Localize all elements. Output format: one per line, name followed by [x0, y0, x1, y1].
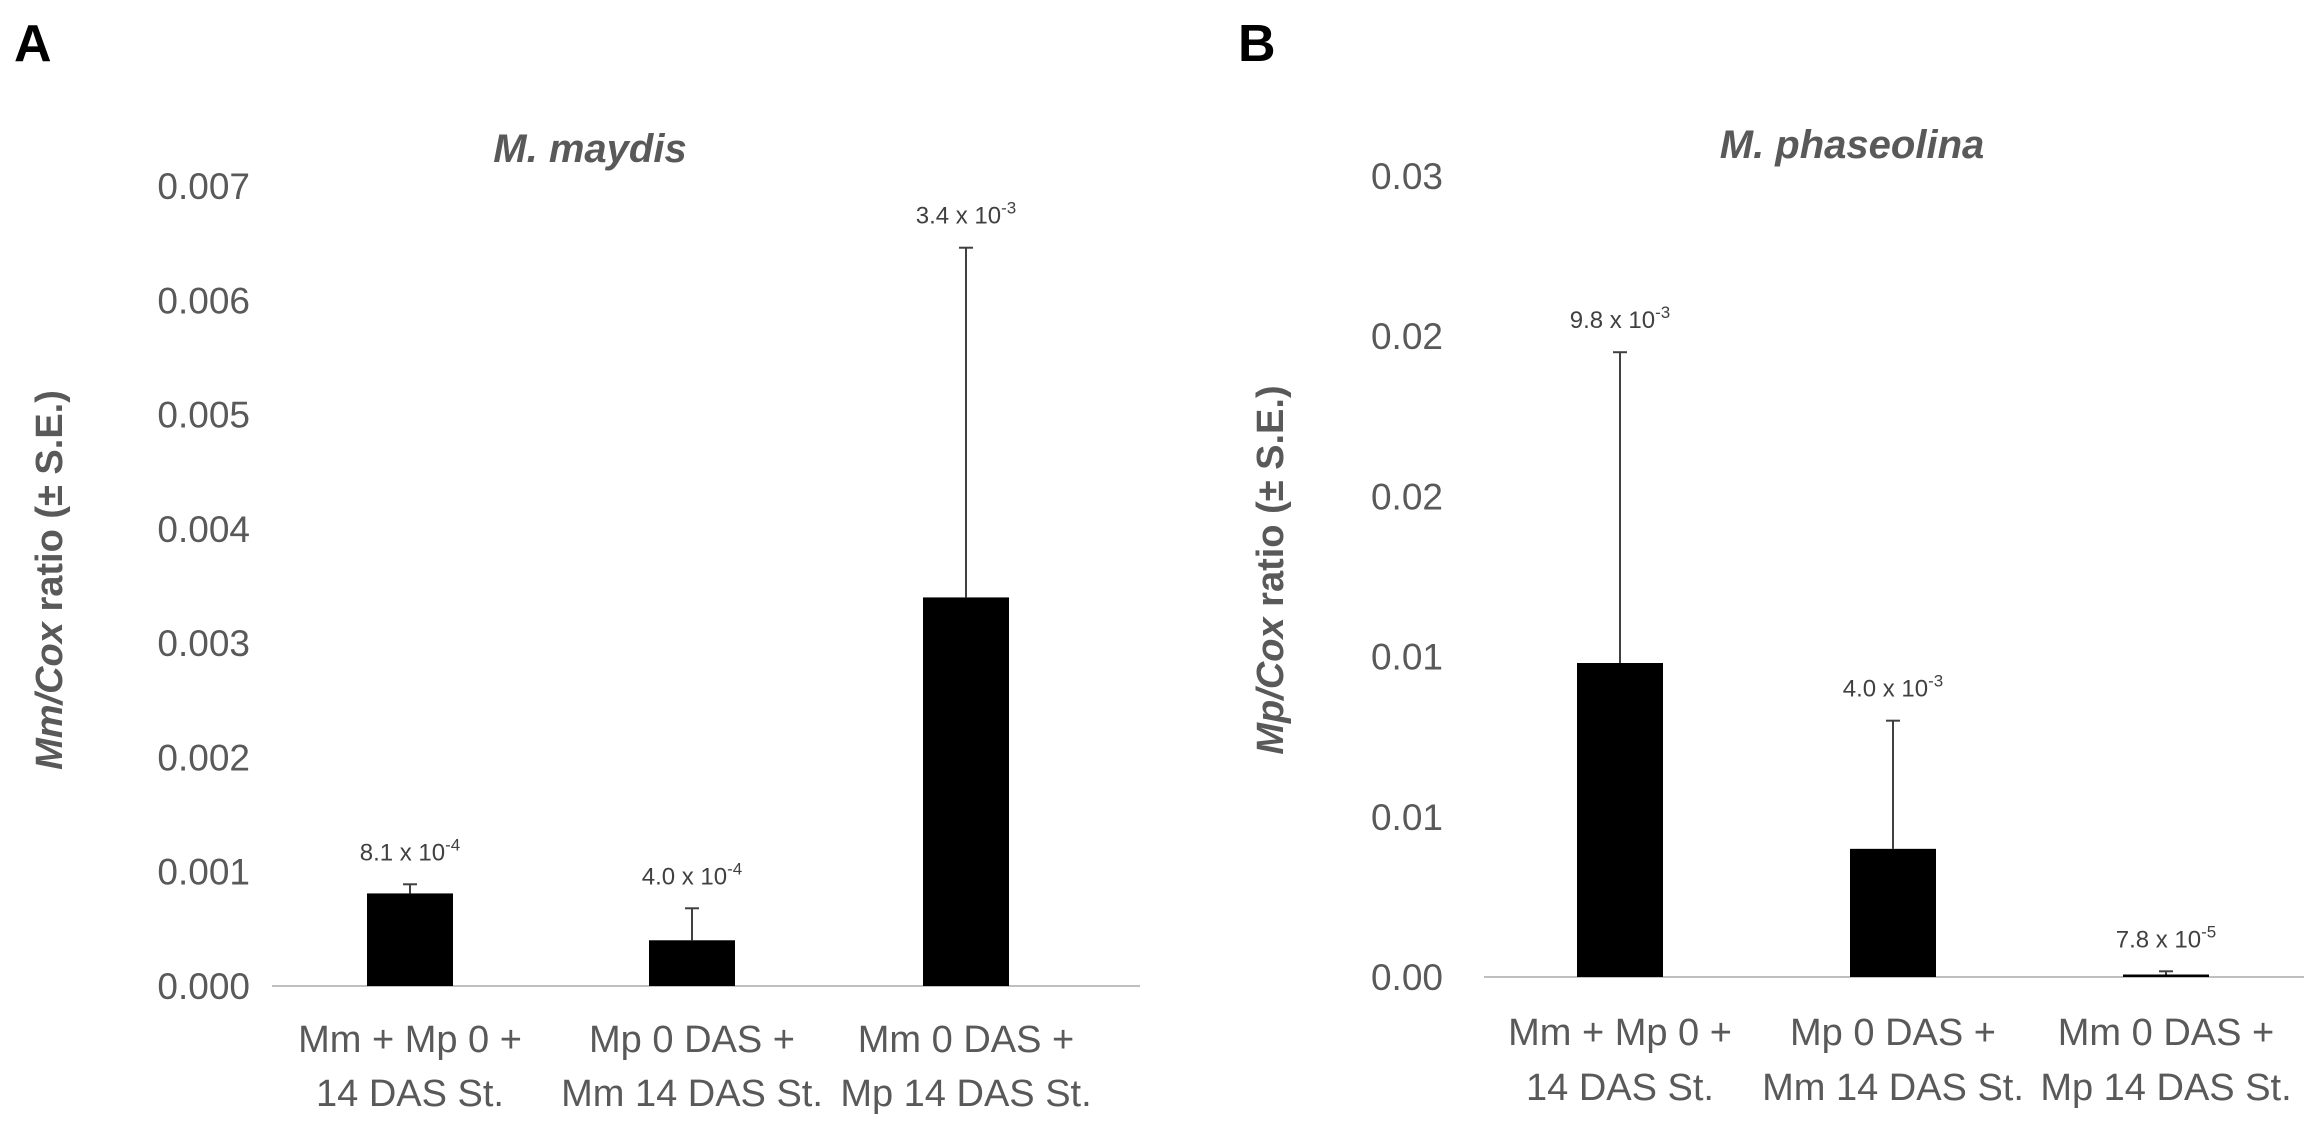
y-tick-label: 0.000 [157, 966, 250, 1007]
bar [2123, 974, 2209, 977]
chart-title: M. phaseolina [1720, 123, 1985, 167]
y-tick-label: 0.001 [157, 852, 250, 893]
x-category-label: Mm + Mp 0 + [1508, 1012, 1732, 1054]
y-tick-label: 0.02 [1371, 476, 1443, 517]
y-tick-label: 0.003 [157, 623, 250, 664]
data-label: 3.4 x 10-3 [916, 199, 1017, 230]
data-label: 4.0 x 10-3 [1843, 672, 1944, 703]
panel-b-letter: B [1238, 15, 1276, 73]
bar [923, 597, 1009, 986]
x-category-label: Mm 0 DAS + [858, 1019, 1074, 1061]
bar [649, 940, 735, 986]
x-category-label: 14 DAS St. [1526, 1067, 1714, 1109]
data-label: 8.1 x 10-4 [360, 835, 461, 866]
y-axis-label: Mm/Cox ratio (± S.E.) [29, 390, 71, 770]
x-category-label: 14 DAS St. [316, 1073, 504, 1115]
y-tick-label: 0.03 [1371, 156, 1443, 197]
y-tick-label: 0.01 [1371, 797, 1443, 838]
x-category-label: Mm + Mp 0 + [298, 1019, 522, 1061]
y-tick-label: 0.002 [157, 737, 250, 778]
y-tick-label: 0.006 [157, 280, 250, 321]
x-category-label: Mm 0 DAS + [2058, 1012, 2274, 1054]
x-category-label: Mp 14 DAS St. [2040, 1067, 2291, 1109]
data-label: 7.8 x 10-5 [2116, 922, 2217, 953]
y-tick-label: 0.00 [1371, 957, 1443, 998]
x-category-label: Mp 0 DAS + [1790, 1012, 1996, 1054]
data-label: 4.0 x 10-4 [642, 859, 743, 890]
x-category-label: Mm 14 DAS St. [561, 1073, 823, 1115]
x-category-label: Mm 14 DAS St. [1762, 1067, 2024, 1109]
y-tick-label: 0.005 [157, 395, 250, 436]
bar [367, 893, 453, 986]
y-tick-label: 0.02 [1371, 316, 1443, 357]
data-label: 9.8 x 10-3 [1570, 303, 1671, 334]
chart-panel-a: M. maydis 0.000 0.001 0.002 0.003 0.004 0.005 0… [29, 127, 1140, 1115]
bar [1850, 848, 1936, 977]
chart-title: M. maydis [493, 127, 686, 171]
y-tick-label: 0.004 [157, 509, 250, 550]
x-category-label: Mp 14 DAS St. [840, 1073, 1091, 1115]
y-tick-label: 0.007 [157, 166, 250, 207]
y-tick-label: 0.01 [1371, 637, 1443, 678]
chart-panel-b: M. phaseolina 0.00 0.01 0.01 0.02 0.02 0.03 Mp/… [1250, 123, 2304, 1109]
panel-a-letter: A [14, 15, 52, 73]
y-axis-label: Mp/Cox ratio (± S.E.) [1250, 385, 1292, 754]
bar [1577, 663, 1663, 977]
x-category-label: Mp 0 DAS + [589, 1019, 795, 1061]
